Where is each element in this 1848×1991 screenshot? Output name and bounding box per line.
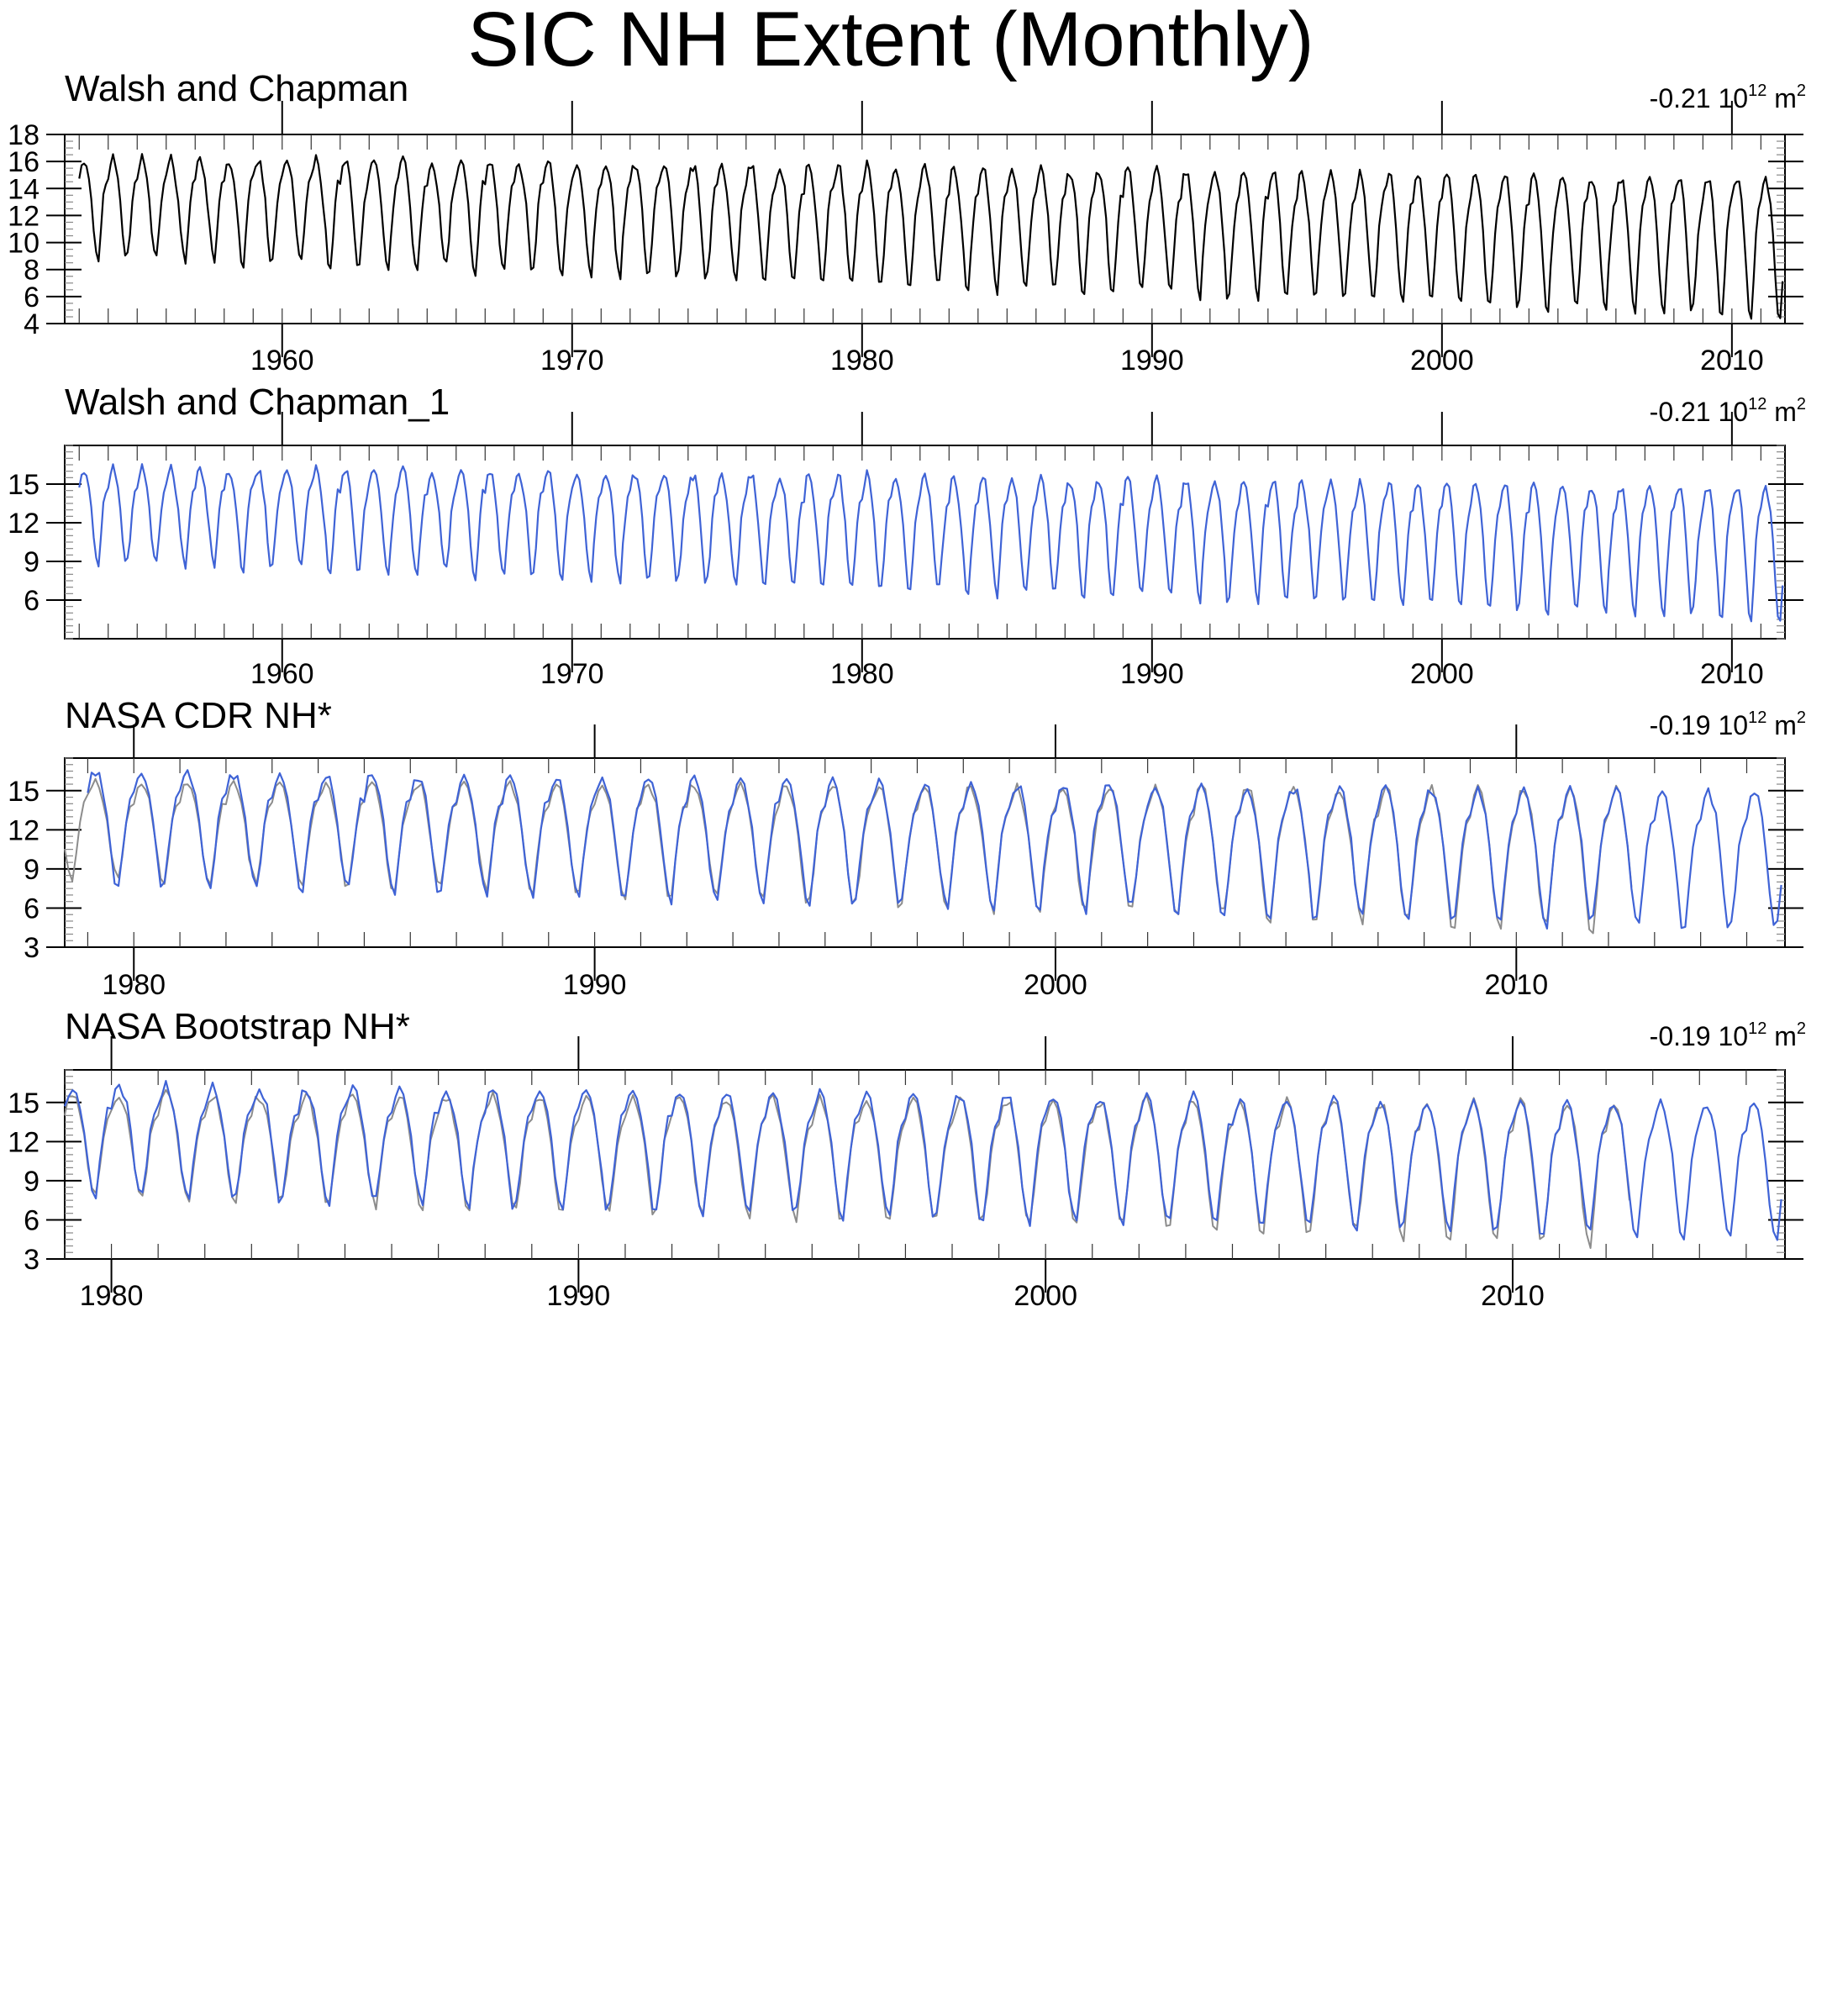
- x-tick-label: 2010: [1481, 1280, 1545, 1312]
- x-tick-label: 1970: [540, 658, 604, 690]
- y-tick-label: 3: [24, 932, 39, 964]
- trend-unit: m: [1766, 1021, 1797, 1051]
- trend-exponent: 12: [1748, 1019, 1766, 1038]
- trend-unit-exponent: 2: [1797, 708, 1806, 727]
- trend-value: -0.21: [1650, 83, 1719, 113]
- trend-value: -0.19: [1650, 1021, 1719, 1051]
- x-tick-label: 1990: [547, 1280, 611, 1312]
- y-tick-label: 12: [8, 508, 39, 540]
- x-tick-label: 1980: [102, 969, 166, 1001]
- trend-label: -0.21 1012 m2: [1650, 395, 1806, 427]
- trend-exponent: 12: [1748, 708, 1766, 727]
- y-tick-label: 12: [8, 814, 39, 846]
- x-tick-label: 2010: [1700, 658, 1764, 690]
- panels: Walsh and Chapman -0.21 1012 m24681012141…: [8, 68, 1806, 1312]
- trend-base: 10: [1718, 1021, 1748, 1051]
- trend-value: -0.19: [1650, 710, 1719, 740]
- series-line-walsh-and-chapman: [78, 153, 1784, 320]
- x-tick-label: 2000: [1410, 658, 1474, 690]
- panel-title: NASA CDR NH*: [65, 695, 332, 736]
- x-tick-label: 2010: [1700, 345, 1764, 377]
- trend-base: 10: [1718, 83, 1748, 113]
- trend-label: -0.19 1012 m2: [1650, 708, 1806, 740]
- y-tick-label: 12: [8, 200, 39, 232]
- y-tick-label: 15: [8, 1088, 39, 1119]
- y-tick-label: 3: [24, 1244, 39, 1276]
- trend-unit-exponent: 2: [1797, 1019, 1806, 1038]
- trend-unit-exponent: 2: [1797, 395, 1806, 413]
- panel-title: NASA Bootstrap NH*: [65, 1006, 410, 1047]
- x-tick-label: 2000: [1014, 1280, 1077, 1312]
- trend-unit: m: [1766, 710, 1797, 740]
- y-tick-label: 14: [8, 173, 39, 205]
- y-tick-label: 6: [24, 1204, 39, 1236]
- x-tick-label: 1980: [80, 1280, 144, 1312]
- x-tick-label: 1990: [563, 969, 627, 1001]
- chart-panel-1: Walsh and Chapman -0.21 1012 m24681012141…: [8, 68, 1806, 377]
- trend-exponent: 12: [1748, 82, 1766, 100]
- trend-unit: m: [1766, 397, 1797, 427]
- y-tick-label: 9: [24, 854, 39, 886]
- x-tick-label: 2000: [1410, 345, 1474, 377]
- x-tick-label: 2010: [1484, 969, 1548, 1001]
- y-tick-label: 18: [8, 119, 39, 151]
- chart-panel-4: NASA Bootstrap NH* -0.19 1012 m2369121519…: [8, 1006, 1806, 1312]
- x-tick-label: 1970: [540, 345, 604, 377]
- series-line-reference: [64, 1088, 1630, 1249]
- x-tick-label: 1980: [830, 345, 894, 377]
- y-tick-label: 8: [24, 255, 39, 287]
- x-tick-label: 1980: [830, 658, 894, 690]
- series-line-reference: [64, 777, 1633, 935]
- series-line-walsh-and-chapman-1: [78, 463, 1784, 623]
- y-tick-label: 6: [24, 282, 39, 313]
- trend-label: -0.19 1012 m2: [1650, 1019, 1806, 1051]
- x-tick-label: 1960: [250, 345, 314, 377]
- y-tick-label: 6: [24, 893, 39, 924]
- trend-exponent: 12: [1748, 395, 1766, 413]
- trend-unit: m: [1766, 83, 1797, 113]
- chart-panel-2: Walsh and Chapman_1 -0.21 1012 m269121519…: [8, 382, 1806, 690]
- trend-base: 10: [1718, 397, 1748, 427]
- y-tick-label: 4: [24, 308, 39, 340]
- trend-unit-exponent: 2: [1797, 82, 1806, 100]
- y-tick-label: 12: [8, 1126, 39, 1158]
- panel-title: Walsh and Chapman_1: [65, 382, 450, 423]
- x-tick-label: 1990: [1120, 658, 1184, 690]
- x-tick-label: 1960: [250, 658, 314, 690]
- series-line-nasa-bootstrap-nh-: [63, 1080, 1782, 1241]
- trend-label: -0.21 1012 m2: [1650, 82, 1806, 113]
- panel-title: Walsh and Chapman: [65, 68, 408, 109]
- plot-frame: [64, 134, 1786, 324]
- y-tick-label: 15: [8, 776, 39, 808]
- plot-frame: [64, 1069, 1786, 1260]
- series-line-nasa-cdr-nh-: [87, 769, 1782, 930]
- y-tick-label: 10: [8, 228, 39, 260]
- y-tick-label: 6: [24, 585, 39, 617]
- y-tick-label: 9: [24, 1166, 39, 1198]
- trend-base: 10: [1718, 710, 1748, 740]
- y-tick-label: 9: [24, 546, 39, 578]
- x-tick-label: 2000: [1024, 969, 1087, 1001]
- figure-title: SIC NH Extent (Monthly): [467, 0, 1314, 82]
- y-tick-label: 16: [8, 146, 39, 178]
- x-tick-label: 1990: [1120, 345, 1184, 377]
- trend-value: -0.21: [1650, 397, 1719, 427]
- y-tick-label: 15: [8, 469, 39, 501]
